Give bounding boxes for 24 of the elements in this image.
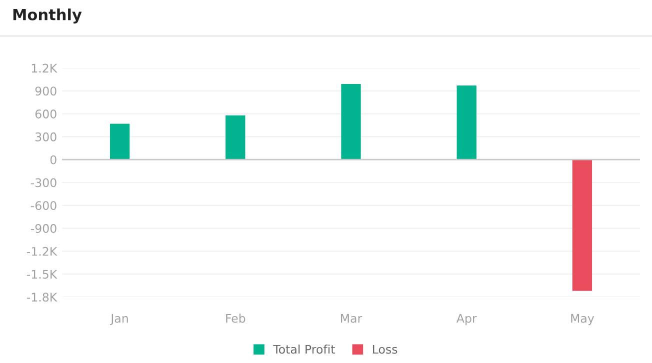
x-tick-label: Jan (110, 314, 128, 325)
y-tick-label: 900 (35, 86, 56, 96)
y-tick-label: -1.8K (26, 292, 58, 302)
x-tick-label: Mar (341, 314, 362, 323)
legend-label: Total Profit (273, 344, 335, 354)
y-tick-label: -600 (30, 201, 56, 210)
y-tick-label: 1.2K (32, 64, 58, 72)
y-tick-label: -1.5K (26, 270, 58, 279)
legend-label: Loss (373, 344, 398, 354)
x-tick-label: May (571, 314, 594, 326)
bar (341, 84, 361, 160)
bar (110, 124, 130, 160)
bar (572, 160, 592, 291)
chart-title: Monthly (13, 8, 82, 24)
y-tick-label: 300 (36, 132, 56, 142)
x-tick-label: Feb (226, 314, 246, 323)
y-tick-label: 0 (50, 155, 56, 164)
y-tick-label: -1.2K (26, 246, 58, 256)
bar (226, 115, 246, 160)
y-tick-label: -300 (30, 178, 56, 188)
x-tick-label: Apr (456, 314, 477, 326)
y-tick-label: 600 (35, 110, 56, 118)
y-tick-label: -900 (30, 224, 56, 233)
bar (456, 86, 476, 160)
